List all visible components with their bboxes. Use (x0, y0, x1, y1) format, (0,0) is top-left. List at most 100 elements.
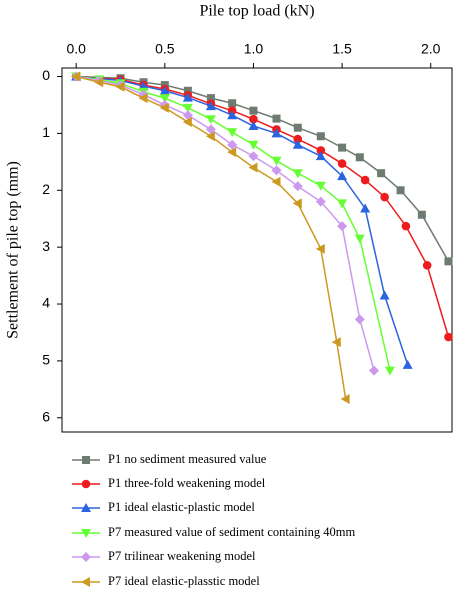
marker (271, 156, 282, 166)
legend-marker (81, 529, 91, 538)
marker (292, 139, 303, 149)
series-line (76, 75, 450, 338)
marker (315, 196, 326, 207)
y-tick-label: 0 (42, 67, 50, 83)
series-line (76, 75, 375, 371)
marker (271, 128, 282, 138)
marker (354, 314, 365, 325)
marker (355, 153, 364, 162)
legend-marker (81, 552, 91, 562)
marker (369, 365, 379, 376)
legend-marker (81, 503, 91, 512)
legend-label: P1 three-fold weakening model (108, 476, 266, 490)
marker (337, 221, 348, 232)
marker (293, 134, 303, 144)
marker (316, 146, 326, 155)
marker (360, 203, 371, 213)
x-axis-title: Pile top load (kN) (199, 3, 314, 20)
marker (227, 147, 237, 158)
marker (384, 366, 395, 376)
marker (272, 114, 281, 123)
marker (292, 198, 302, 209)
series-line (76, 75, 450, 262)
marker (354, 234, 365, 244)
marker (182, 110, 193, 121)
marker (159, 102, 169, 113)
marker (227, 110, 238, 120)
marker (205, 131, 215, 142)
marker (337, 159, 347, 168)
marker (183, 86, 192, 95)
marker (71, 71, 81, 82)
marker (138, 93, 148, 104)
legend-label: P1 no sediment measured value (108, 452, 267, 466)
marker (159, 85, 170, 95)
marker (292, 169, 303, 179)
x-tick-label: 0.0 (66, 41, 86, 57)
marker (417, 210, 426, 219)
marker (338, 143, 347, 152)
plot-frame (61, 67, 453, 433)
x-tick-label: 2.0 (421, 41, 441, 57)
marker (182, 92, 193, 102)
marker (248, 140, 259, 150)
marker (249, 106, 258, 115)
legend-label: P1 ideal elastic-plastic model (108, 500, 255, 514)
marker (377, 169, 386, 178)
y-axis-title: Settlement of pile top (mm) (5, 161, 22, 339)
legend-label: P7 ideal elastic-plasstic model (108, 574, 260, 588)
marker (205, 115, 216, 125)
marker (340, 394, 350, 405)
marker (379, 290, 390, 300)
marker (115, 81, 125, 92)
y-tick-label: 3 (42, 238, 50, 254)
y-tick-label: 1 (42, 124, 50, 140)
marker (248, 162, 258, 173)
legend-marker (82, 456, 90, 464)
legend-label: P7 measured value of sediment containing… (108, 525, 355, 539)
marker (249, 114, 258, 124)
x-tick-label: 1.0 (244, 41, 264, 57)
marker (316, 132, 325, 141)
marker (271, 176, 281, 187)
marker (248, 151, 259, 162)
marker (380, 192, 389, 202)
marker (205, 124, 216, 135)
marker (227, 128, 238, 138)
marker (248, 121, 259, 131)
marker (228, 99, 237, 108)
marker (315, 243, 325, 254)
legend-marker (81, 577, 90, 587)
marker (337, 171, 348, 181)
marker (360, 175, 370, 185)
marker (271, 165, 282, 176)
marker (292, 181, 303, 192)
x-tick-label: 0.5 (155, 41, 175, 57)
marker (401, 221, 411, 231)
y-tick-label: 4 (42, 295, 50, 311)
marker (422, 261, 432, 270)
legend-label: P7 trilinear weakening model (108, 549, 256, 563)
marker (94, 77, 104, 88)
marker (159, 94, 170, 104)
marker (227, 139, 238, 150)
marker (402, 359, 413, 369)
marker (293, 123, 302, 132)
marker (444, 332, 453, 342)
marker (182, 103, 193, 113)
marker (182, 117, 192, 128)
marker (315, 151, 326, 161)
legend-marker (81, 479, 91, 489)
marker (331, 337, 341, 348)
y-tick-label: 5 (42, 352, 50, 368)
x-tick-label: 1.5 (332, 41, 352, 57)
marker (206, 94, 215, 103)
marker (337, 199, 348, 209)
marker (396, 186, 405, 195)
y-tick-label: 2 (42, 181, 50, 197)
marker (444, 257, 453, 266)
y-tick-label: 6 (42, 408, 50, 424)
marker (205, 101, 216, 111)
marker (315, 181, 326, 191)
